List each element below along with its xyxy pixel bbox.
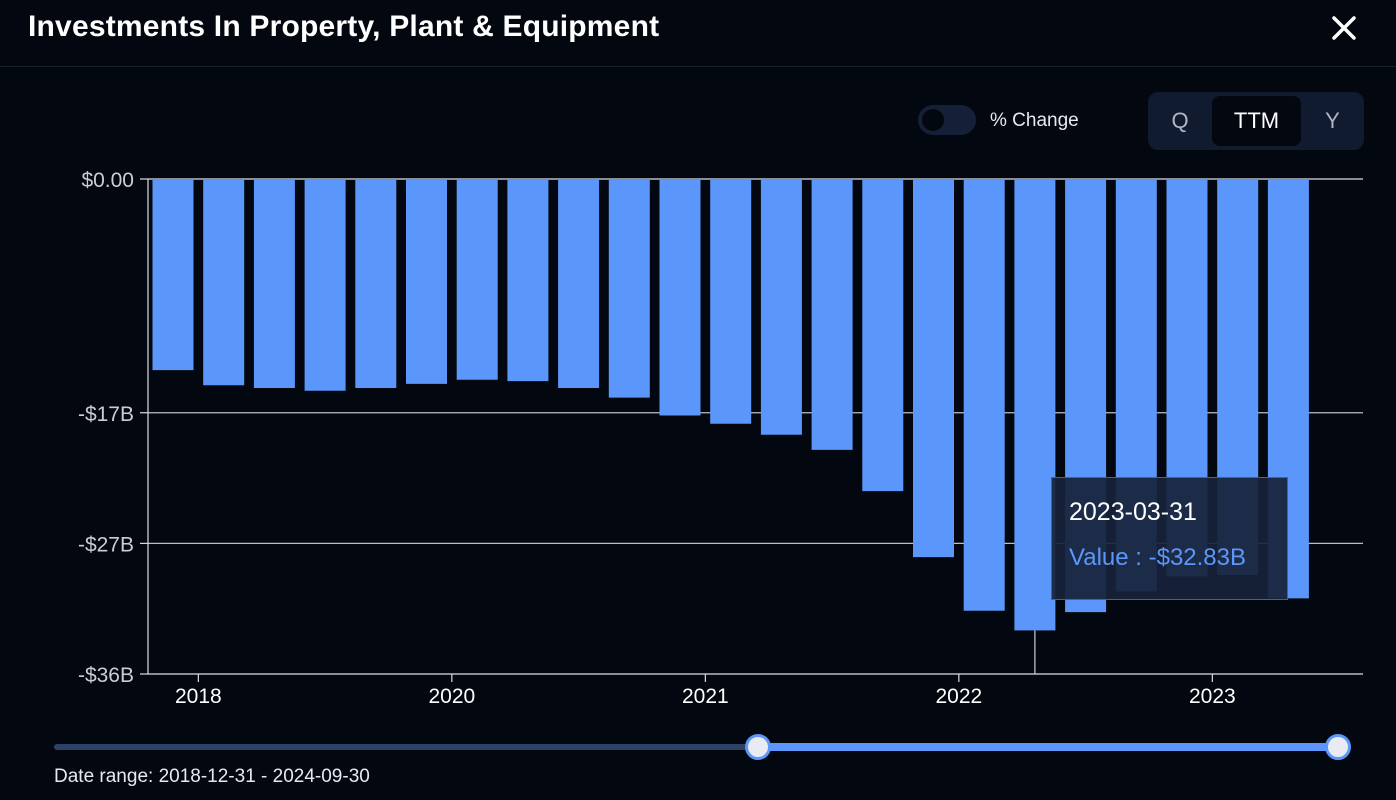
bar [253, 179, 295, 388]
period-button-ttm[interactable]: TTM [1212, 96, 1301, 146]
y-tick-label: -$36B [78, 664, 134, 687]
y-tick-label: -$17B [78, 403, 134, 426]
bar [304, 179, 346, 391]
bar [710, 179, 752, 424]
bar [456, 179, 498, 380]
y-tick-label: $0.00 [81, 169, 134, 192]
toggle-knob [922, 109, 944, 131]
bar-chart: $0.00 -$17B -$27B -$36B 2018 2020 2021 2022 2023 [78, 169, 1363, 708]
range-end-handle[interactable] [1325, 734, 1351, 760]
bar [963, 179, 1005, 611]
x-tick-label: 2021 [682, 685, 729, 708]
x-tick-label: 2018 [175, 685, 222, 708]
x-tick-label: 2022 [935, 685, 982, 708]
bar [862, 179, 904, 492]
y-tick-label: -$27B [78, 533, 134, 556]
range-slider-selection[interactable] [760, 743, 1338, 751]
tooltip-value: Value : -$32.83B [1069, 544, 1247, 571]
date-range-label: Date range: 2018-12-31 - 2024-09-30 [54, 766, 370, 787]
percent-change-toggle[interactable] [918, 105, 976, 135]
bar [507, 179, 549, 382]
bar [406, 179, 447, 384]
bar [558, 179, 600, 388]
bar [152, 179, 194, 371]
bar [355, 179, 397, 388]
x-tick-label: 2023 [1189, 685, 1236, 708]
range-start-handle[interactable] [744, 734, 771, 760]
bar [659, 179, 701, 416]
period-button-y[interactable]: Y [1325, 108, 1340, 133]
percent-change-label: % Change [990, 110, 1079, 131]
bar [608, 179, 650, 398]
bar [811, 179, 853, 450]
bar [913, 179, 954, 558]
bar [760, 179, 802, 435]
page-title: Investments In Property, Plant & Equipme… [28, 10, 660, 43]
close-button[interactable] [1326, 10, 1362, 46]
x-tick-label: 2020 [428, 685, 475, 708]
bar [203, 179, 245, 386]
close-icon [1332, 16, 1356, 40]
dialog-header: Investments In Property, Plant & Equipme… [0, 0, 1396, 67]
period-button-q[interactable]: Q [1171, 108, 1189, 133]
tooltip-date: 2023-03-31 [1069, 498, 1197, 526]
bar [1014, 179, 1056, 631]
period-selector: Q TTM Y [1148, 92, 1364, 150]
range-slider-track[interactable] [54, 744, 760, 750]
chart-tooltip: 2023-03-31 Value : -$32.83B [1051, 477, 1288, 600]
